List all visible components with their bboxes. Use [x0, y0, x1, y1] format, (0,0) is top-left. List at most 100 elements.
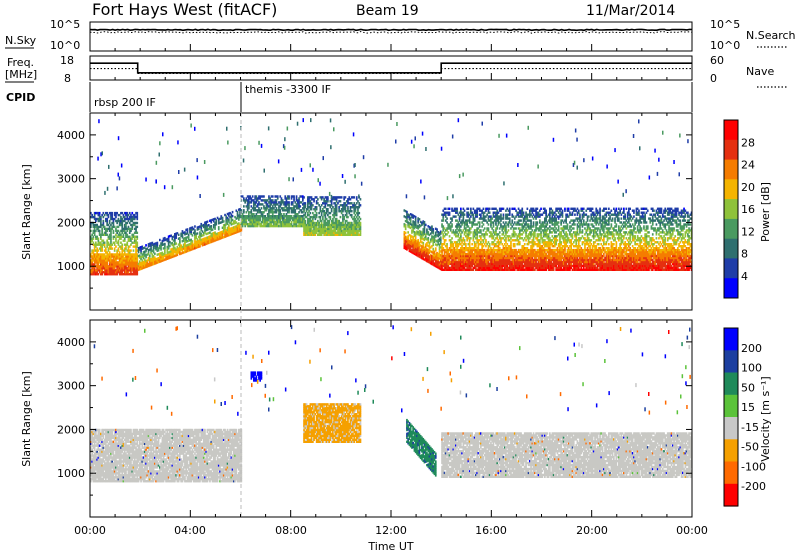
- power-cell: [532, 237, 535, 240]
- power-cell: [136, 243, 139, 246]
- power-cell: [97, 237, 100, 240]
- power-cell: [285, 201, 288, 204]
- power-cell: [539, 268, 541, 271]
- power-cell: [516, 250, 519, 254]
- power-cell: [488, 245, 491, 248]
- power-cell: [453, 254, 456, 258]
- power-cell: [437, 252, 440, 256]
- power-cell: [230, 227, 233, 230]
- power-cell: [299, 218, 302, 222]
- power-cell: [540, 264, 542, 268]
- power-cell: [258, 207, 260, 210]
- power-cell: [344, 208, 347, 211]
- power-cell: [189, 229, 191, 232]
- date-title: 11/Mar/2014: [586, 3, 675, 19]
- power-cell: [330, 202, 333, 205]
- power-cell: [166, 239, 169, 243]
- power-cell: [407, 215, 409, 218]
- power-cell: [443, 227, 446, 230]
- power-cell: [349, 233, 352, 236]
- power-cell: [496, 250, 499, 254]
- power-cell: [334, 211, 337, 215]
- power-cell: [437, 260, 440, 263]
- power-cell: [98, 247, 101, 250]
- power-cell: [226, 228, 229, 231]
- power-cell: [535, 221, 537, 224]
- power-cell: [92, 225, 95, 229]
- power-cell: [531, 215, 534, 218]
- power-cell: [286, 218, 289, 222]
- power-cell: [110, 243, 112, 246]
- power-cell: [136, 237, 139, 240]
- power-cell: [451, 219, 453, 222]
- power-cell: [353, 211, 356, 215]
- power-cell: [508, 213, 511, 216]
- power-cell: [497, 217, 500, 220]
- power-cell: [115, 261, 117, 264]
- power-cell: [490, 233, 492, 236]
- power-cell: [93, 271, 96, 274]
- power-cell: [291, 217, 294, 220]
- power-cell: [304, 233, 307, 236]
- power-cell: [465, 260, 467, 264]
- power-cell: [322, 223, 324, 227]
- power-cell: [505, 237, 507, 240]
- power-cell: [470, 247, 472, 250]
- power-cell: [120, 263, 122, 266]
- power-cell: [101, 227, 103, 231]
- power-cell: [456, 250, 458, 254]
- power-cell: [261, 224, 264, 228]
- power-cell: [169, 240, 171, 244]
- power-cell: [355, 223, 358, 227]
- power-cell: [121, 225, 124, 229]
- power-cell: [473, 245, 476, 248]
- power-cell: [268, 209, 270, 212]
- power-cell: [407, 221, 409, 224]
- power-cell: [276, 222, 279, 226]
- power-cell: [506, 217, 509, 220]
- power-cell: [131, 227, 134, 231]
- power-cell: [337, 227, 339, 231]
- power-cell: [102, 263, 105, 266]
- power-cell: [322, 225, 324, 229]
- power-cell: [324, 215, 327, 219]
- power-cell: [438, 245, 441, 248]
- power-cell: [530, 258, 532, 262]
- power-cell: [280, 203, 283, 206]
- power-cell: [507, 237, 510, 240]
- power-cell: [220, 234, 223, 238]
- power-cell: [348, 231, 351, 234]
- power-cell: [462, 207, 465, 210]
- power-cell: [217, 226, 220, 229]
- power-cell: [302, 199, 304, 202]
- power-cell: [537, 252, 540, 256]
- power-cell: [98, 257, 101, 260]
- power-cell: [291, 211, 294, 214]
- power-cell: [111, 215, 113, 219]
- power-cell: [170, 242, 172, 245]
- power-cell: [530, 233, 532, 236]
- power-cell: [500, 262, 502, 266]
- power-cell: [324, 231, 327, 234]
- power-cell: [448, 262, 451, 266]
- power-cell: [477, 207, 480, 210]
- power-cell: [289, 217, 292, 220]
- power-cell: [95, 217, 97, 221]
- power-cell: [359, 233, 362, 236]
- power-cell: [436, 253, 438, 257]
- power-cell: [413, 250, 416, 253]
- power-cell: [319, 208, 322, 211]
- power-cell: [309, 200, 312, 203]
- power-cell: [126, 259, 129, 262]
- power-cell: [534, 262, 536, 266]
- power-cell: [482, 211, 485, 214]
- power-cell: [523, 262, 526, 266]
- power-cell: [460, 211, 462, 214]
- power-cell: [503, 260, 506, 264]
- power-cell: [335, 208, 338, 211]
- power-cell: [97, 213, 100, 217]
- power-cell: [354, 227, 357, 231]
- power-cell: [486, 260, 488, 264]
- power-cell: [246, 205, 249, 208]
- power-cell: [496, 227, 499, 230]
